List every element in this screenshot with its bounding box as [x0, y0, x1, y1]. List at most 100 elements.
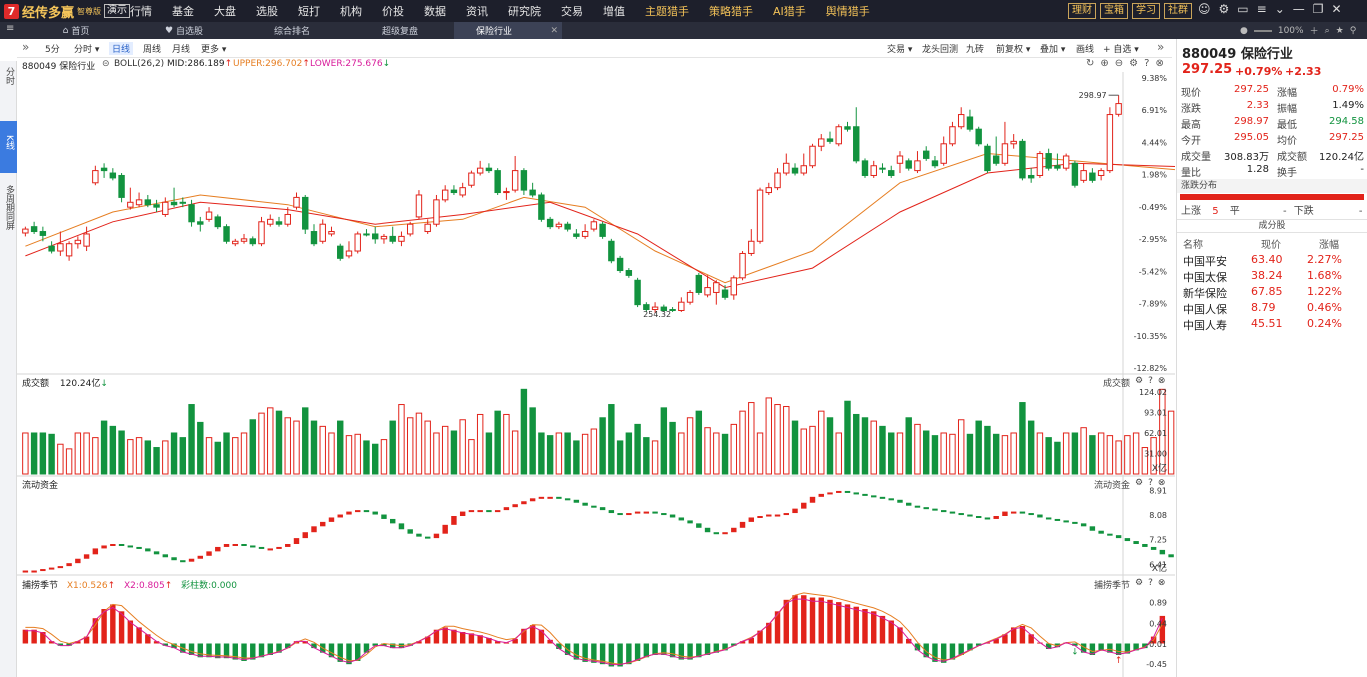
tab-item[interactable]: 超级复盘	[346, 22, 454, 39]
settings-icon[interactable]: ⚙	[1135, 578, 1144, 588]
zoom-plus-icon[interactable]: ＋	[1309, 27, 1319, 37]
expand-left-icon[interactable]: »	[22, 40, 30, 54]
tab-item[interactable]: 综合排名	[238, 22, 346, 39]
close-icon[interactable]: ⊗	[1155, 58, 1164, 69]
tool-leader-backtest[interactable]: 龙头回测	[922, 45, 959, 55]
menu-item[interactable]: 选股	[256, 5, 278, 18]
menu-item[interactable]: 行情	[130, 5, 152, 18]
tab-item[interactable]: 保险行业 ✕	[454, 22, 562, 39]
period-weekly[interactable]: 周线	[143, 45, 162, 55]
tool-watchlist[interactable]: + 自选 ▾	[1103, 45, 1139, 55]
volume-bar	[861, 417, 869, 475]
help-icon[interactable]: ?	[1144, 58, 1150, 69]
chevron-down-icon[interactable]: ⌄	[1274, 2, 1285, 16]
constituent-row[interactable]: 中国平安 63.40 2.27%	[1183, 253, 1363, 269]
left-nav-multi-period[interactable]: 多周期同屏	[0, 179, 17, 259]
tab-item[interactable]: ⌂ 首页	[22, 22, 130, 39]
menu-item[interactable]: 增值	[603, 5, 625, 18]
menu-item[interactable]: 大盘	[214, 5, 236, 18]
left-nav-timeshare[interactable]: 分时	[0, 61, 17, 117]
minus-icon[interactable]: ⊖	[1114, 58, 1124, 69]
minimize-icon[interactable]: —	[1292, 2, 1305, 16]
constituent-row[interactable]: 新华保险 67.85 1.22%	[1183, 285, 1363, 301]
collapse-icon[interactable]: ≡	[6, 23, 15, 34]
volume-bar	[896, 432, 904, 475]
tab-item[interactable]: ♥ 自选股	[130, 22, 238, 39]
period-timeshare[interactable]: 分时 ▾	[74, 45, 100, 55]
add-icon[interactable]: ⊕	[1100, 58, 1109, 69]
restore-icon[interactable]: ❐	[1312, 2, 1324, 16]
tool-draw[interactable]: 画线	[1076, 45, 1095, 55]
period-5min[interactable]: 5分	[45, 45, 60, 55]
app-logo[interactable]: 7 经传多赢 智尊版 演示	[4, 2, 131, 21]
window-icon[interactable]: ▭	[1237, 2, 1249, 16]
candle	[765, 182, 772, 195]
menu-item[interactable]: 基金	[172, 5, 194, 18]
constituent-row[interactable]: 中国太保 38.24 1.68%	[1183, 269, 1363, 285]
menu-item[interactable]: 策略猎手	[709, 5, 753, 18]
help-icon[interactable]: ?	[1148, 376, 1153, 386]
indicator-dropdown-icon[interactable]: ⊝	[102, 59, 110, 69]
search-icon[interactable]: ⌕	[1324, 25, 1330, 36]
menu-item[interactable]: 研究院	[508, 5, 541, 18]
pin-icon[interactable]: ⚲	[1349, 25, 1357, 36]
settings-icon[interactable]: ⚙	[1129, 58, 1139, 69]
favorite-icon[interactable]: ★	[1335, 25, 1344, 36]
candle	[170, 187, 178, 208]
left-nav-kline[interactable]: K线	[0, 121, 17, 173]
tool-nine-bricks[interactable]: 九砖	[966, 45, 985, 55]
close-icon[interactable]: ⊗	[1157, 376, 1166, 386]
tool-overlay[interactable]: 叠加 ▾	[1040, 45, 1066, 55]
menu-icon[interactable]: ≡	[1256, 2, 1267, 16]
indicator-lower: LOWER:275.676↓	[310, 59, 391, 69]
period-monthly[interactable]: 月线	[172, 45, 191, 55]
flow-bar	[1098, 530, 1104, 534]
menu-item[interactable]: 舆情猎手	[825, 5, 870, 18]
refresh-icon[interactable]: ↻	[1086, 58, 1095, 69]
close-icon[interactable]: ⊗	[1157, 478, 1166, 488]
menu-item[interactable]: 资讯	[466, 5, 488, 18]
expand-right-icon[interactable]: »	[1157, 40, 1165, 54]
flow-bar	[626, 513, 632, 516]
tab-close-icon[interactable]: ✕	[550, 25, 558, 36]
kline-chart-area[interactable]: 298.97 254.32 9.38% 6.91% 4.44% 1.98% -0.49% -…	[17, 72, 1175, 677]
candle-body	[1062, 155, 1070, 169]
tab-label: 保险行业	[476, 27, 513, 37]
settings-icon[interactable]: ⚙	[1218, 2, 1230, 16]
menu-item[interactable]: 主题猎手	[645, 5, 689, 18]
menu-item[interactable]: AI猎手	[773, 5, 806, 18]
zoom-slider[interactable]	[1253, 29, 1272, 32]
quote-row: 涨跌 2.33 振幅 1.49%	[1181, 99, 1364, 115]
user-icon[interactable]: ☺	[1198, 2, 1211, 16]
top-button[interactable]: 学习	[1132, 3, 1160, 19]
menu-item[interactable]: 数据	[424, 5, 446, 18]
menu-item[interactable]: 机构	[340, 5, 362, 18]
tool-adjust[interactable]: 前复权 ▾	[996, 45, 1031, 55]
top-button[interactable]: 理财	[1068, 3, 1096, 19]
menu-item[interactable]: 交易	[561, 5, 583, 18]
constituent-row[interactable]: 中国人保 8.79 0.46%	[1183, 301, 1363, 317]
candle-body	[992, 155, 1000, 164]
top-button[interactable]: 宝箱	[1100, 3, 1128, 19]
settings-icon[interactable]: ⚙	[1135, 376, 1144, 386]
volume-bar	[634, 423, 641, 475]
close-icon[interactable]: ⊗	[1157, 578, 1166, 588]
candle	[345, 241, 353, 259]
candle	[1115, 95, 1122, 117]
close-icon[interactable]: ✕	[1331, 2, 1342, 16]
help-icon[interactable]: ?	[1148, 478, 1153, 488]
top-button[interactable]: 社群	[1164, 3, 1192, 19]
candle-body	[1097, 170, 1105, 176]
period-daily[interactable]: 日线	[109, 42, 134, 55]
menu-item[interactable]: 价投	[382, 5, 404, 18]
help-icon[interactable]: ?	[1148, 578, 1153, 588]
constituent-row[interactable]: 中国人寿 45.51 0.24%	[1183, 317, 1363, 333]
indicator-boll[interactable]: BOLL(26,2)	[114, 59, 165, 69]
season-bar	[136, 627, 142, 644]
menu-item[interactable]: 短打	[298, 5, 320, 18]
tool-trade[interactable]: 交易 ▾	[887, 45, 913, 55]
season-bar	[958, 643, 964, 655]
zoom-minus-icon[interactable]: ●	[1240, 25, 1248, 36]
period-more[interactable]: 更多 ▾	[201, 45, 227, 55]
settings-icon[interactable]: ⚙	[1135, 478, 1144, 488]
